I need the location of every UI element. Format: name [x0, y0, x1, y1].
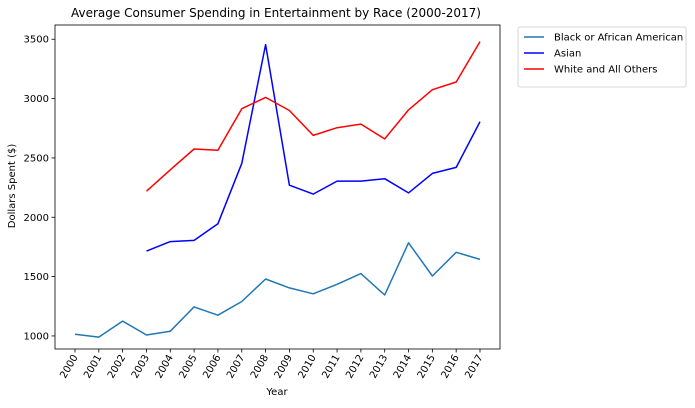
y-tick-label: 2500: [24, 153, 49, 164]
y-tick-label: 1500: [24, 272, 49, 283]
x-tick-label: 2014: [392, 353, 414, 381]
series-line-1: [74, 242, 481, 338]
legend-label-2: Asian: [554, 49, 581, 60]
y-axis-label: Dollars Spent ($): [7, 144, 18, 229]
x-axis-label: Year: [265, 387, 288, 398]
chart-title: Average Consumer Spending in Entertainme…: [71, 6, 481, 20]
legend-label-3: White and All Others: [554, 65, 657, 76]
x-tick-label: 2002: [106, 353, 128, 381]
x-tick-label: 2015: [416, 353, 438, 381]
x-tick-label: 2004: [154, 353, 176, 381]
x-tick-label: 2012: [344, 353, 366, 381]
x-tick-label: 2005: [177, 353, 199, 381]
x-tick-label: 2006: [201, 353, 223, 381]
y-tick-label: 3500: [24, 35, 49, 46]
x-tick-label: 2011: [320, 353, 342, 381]
series-line-3: [145, 41, 481, 192]
x-tick-label: 2007: [225, 353, 247, 381]
x-tick-label: 2001: [82, 353, 104, 381]
x-tick-label: 2003: [130, 353, 152, 381]
legend-box: [517, 26, 687, 88]
x-tick-label: 2016: [440, 353, 462, 381]
x-tick-label: 2009: [273, 353, 295, 381]
x-tick-label: 2000: [58, 353, 80, 381]
y-tick-label: 2000: [24, 213, 49, 224]
x-tick-label: 2010: [297, 353, 319, 381]
y-tick-label: 3000: [24, 94, 49, 105]
plot-frame: [54, 24, 501, 350]
x-tick-label: 2017: [463, 353, 485, 381]
legend: Black or African American Asian White and …: [517, 26, 687, 88]
x-tick-label: 2013: [368, 353, 390, 381]
y-tick-label: 1000: [24, 331, 49, 342]
x-tick-label: 2008: [249, 353, 271, 381]
series-line-2: [146, 43, 481, 252]
legend-label-1: Black or African American: [554, 33, 683, 44]
